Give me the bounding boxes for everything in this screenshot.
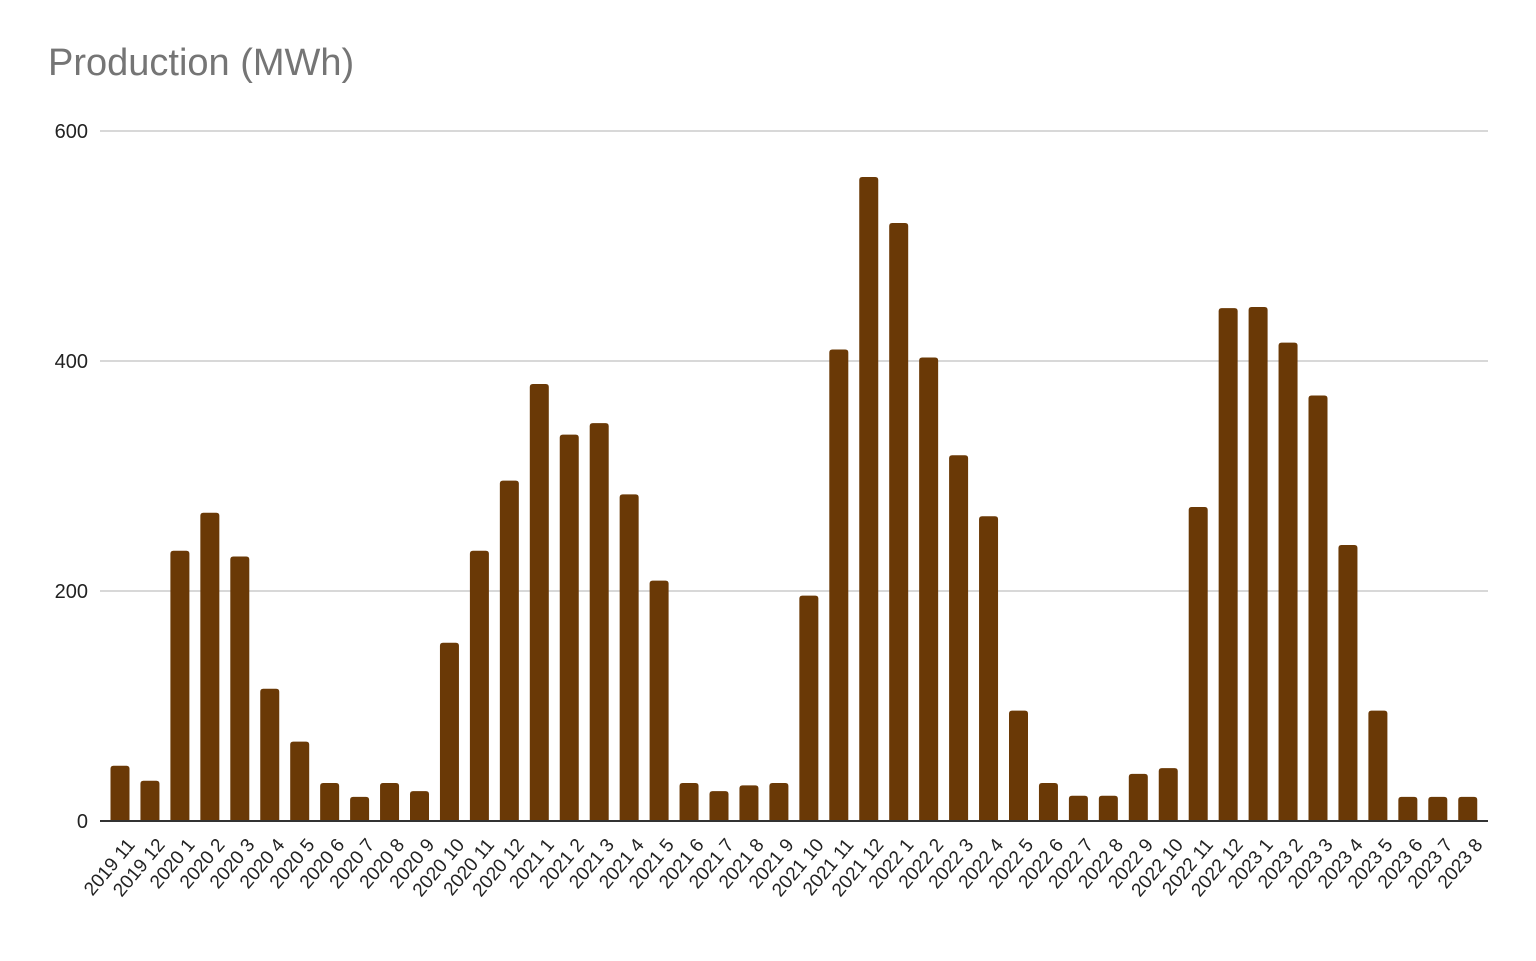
- bar: [799, 595, 819, 821]
- bar: [499, 480, 519, 821]
- bar: [170, 550, 190, 821]
- chart-title: Production (MWh): [48, 42, 355, 84]
- bar: [1188, 507, 1208, 821]
- bar: [769, 783, 789, 821]
- bar: [1038, 783, 1058, 821]
- bar: [230, 556, 250, 821]
- bar: [1278, 342, 1298, 821]
- y-axis-ticks: 0 200 400 600: [55, 121, 88, 833]
- y-tick-label: 0: [77, 811, 88, 833]
- y-tick-label: 600: [55, 121, 88, 143]
- bar: [559, 434, 579, 821]
- bar: [380, 783, 400, 821]
- bar: [1218, 308, 1238, 822]
- bar: [469, 550, 489, 821]
- bar: [290, 741, 310, 821]
- bar: [679, 783, 699, 821]
- bar: [260, 688, 280, 821]
- y-tick-label: 400: [55, 351, 88, 373]
- bar: [1368, 710, 1388, 821]
- bar: [709, 791, 729, 821]
- bar: [1248, 306, 1268, 821]
- bar: [529, 384, 549, 821]
- bar: [200, 512, 220, 821]
- bar: [410, 791, 429, 821]
- bar: [859, 177, 879, 821]
- bar: [739, 785, 759, 821]
- bar: [320, 783, 340, 821]
- bar: [1128, 773, 1148, 821]
- bars: [110, 177, 1478, 822]
- bar: [439, 642, 459, 821]
- bar: [110, 765, 130, 821]
- bar: [979, 516, 999, 821]
- bar: [1458, 796, 1478, 821]
- bar: [140, 780, 160, 821]
- bar: [889, 223, 909, 821]
- bar: [1009, 710, 1028, 821]
- bar: [1068, 795, 1088, 821]
- bar: [619, 494, 639, 821]
- y-tick-label: 200: [55, 581, 88, 603]
- bar: [829, 349, 849, 821]
- bar: [350, 796, 370, 821]
- bar: [1338, 545, 1358, 821]
- bar: [1428, 796, 1448, 821]
- bar: [589, 423, 609, 821]
- bar: [949, 455, 969, 821]
- bar: [1308, 395, 1328, 821]
- bar: [919, 357, 939, 821]
- bar: [649, 580, 669, 821]
- bar: [1398, 796, 1418, 821]
- bar: [1098, 795, 1118, 821]
- bar: [1158, 768, 1178, 821]
